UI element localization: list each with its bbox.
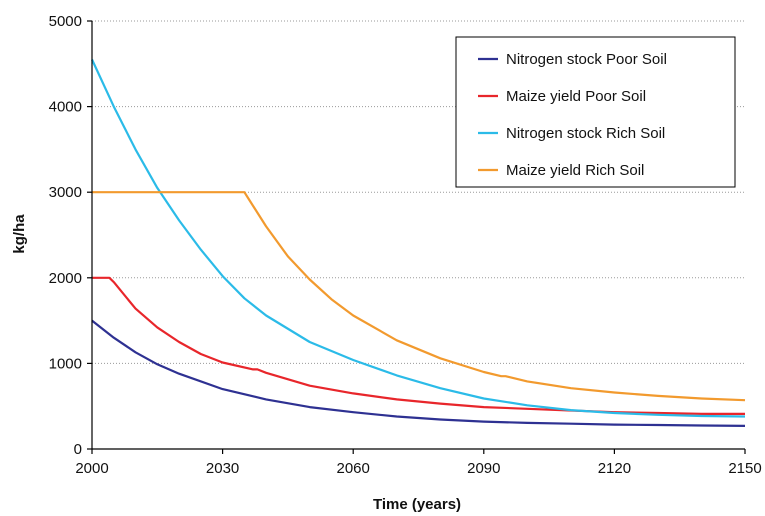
- series-line-3: [92, 191, 746, 402]
- x-tick-label-2120: 2120: [598, 460, 631, 477]
- series-lines: [91, 59, 746, 427]
- y-axis-title: kg/ha: [11, 214, 28, 254]
- y-tick-label-3000: 3000: [49, 184, 82, 201]
- y-tick-label-0: 0: [74, 441, 82, 458]
- x-tick-label-2030: 2030: [206, 460, 239, 477]
- y-tick-label-5000: 5000: [49, 13, 82, 30]
- x-tick-label-2000: 2000: [75, 460, 108, 477]
- legend: Nitrogen stock Poor Soil Maize yield Poo…: [455, 36, 736, 188]
- y-tick-label-4000: 4000: [49, 99, 82, 116]
- series-line-2: [91, 59, 746, 418]
- legend-label-1: Maize yield Poor Soil: [506, 88, 646, 105]
- legend-label-0: Nitrogen stock Poor Soil: [506, 51, 667, 68]
- legend-box: [455, 36, 736, 188]
- x-tick-label-2090: 2090: [467, 460, 500, 477]
- x-tick-label-2060: 2060: [337, 460, 370, 477]
- axes: [87, 20, 746, 454]
- series-line-1: [92, 276, 745, 415]
- y-tick-label-1000: 1000: [49, 355, 82, 372]
- y-tick-label-2000: 2000: [49, 270, 82, 287]
- legend-label-2: Nitrogen stock Rich Soil: [506, 125, 665, 142]
- x-tick-label-2150: 2150: [728, 460, 761, 477]
- legend-label-3: Maize yield Rich Soil: [506, 162, 644, 179]
- x-axis-title: Time (years): [373, 496, 461, 513]
- series-line-0: [91, 319, 746, 427]
- tick-labels: 0 1000 2000 3000 4000 5000 2000 2030 2060 2090 212…: [49, 13, 762, 477]
